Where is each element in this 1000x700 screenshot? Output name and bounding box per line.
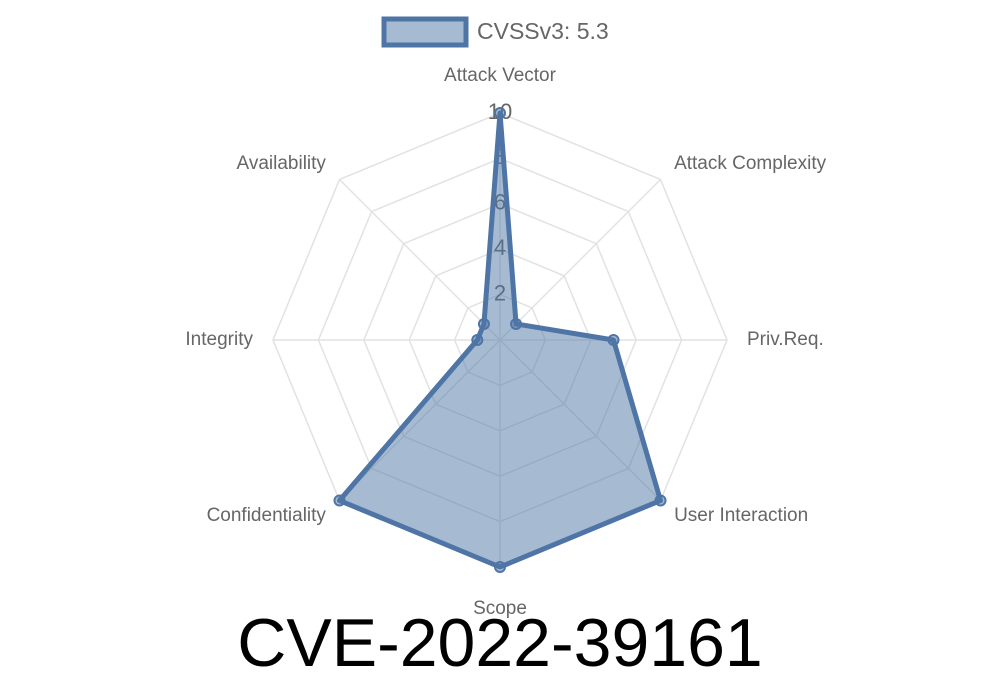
data-point (607, 334, 620, 346)
axis-label: Scope (473, 598, 527, 619)
data-point (477, 317, 490, 330)
data-point (654, 494, 667, 507)
axis-label: Confidentiality (207, 505, 327, 526)
axis-label: Availability (237, 153, 327, 174)
axis-label: Attack Vector (444, 65, 557, 86)
axis-label: Attack Complexity (674, 153, 827, 174)
axis-label: User Interaction (674, 505, 808, 526)
data-point (510, 317, 523, 330)
spoke (499, 178, 662, 341)
data-point (471, 334, 484, 346)
data-point (494, 107, 506, 119)
data-point (333, 494, 346, 507)
axis-label: Integrity (185, 329, 253, 350)
legend-label: CVSSv3: 5.3 (477, 18, 609, 44)
axis-label: Priv.Req. (747, 329, 824, 350)
legend-swatch (381, 16, 469, 48)
data-point (494, 561, 506, 573)
chart-title: CVE-2022-39161 (237, 605, 762, 681)
spoke (338, 178, 501, 341)
